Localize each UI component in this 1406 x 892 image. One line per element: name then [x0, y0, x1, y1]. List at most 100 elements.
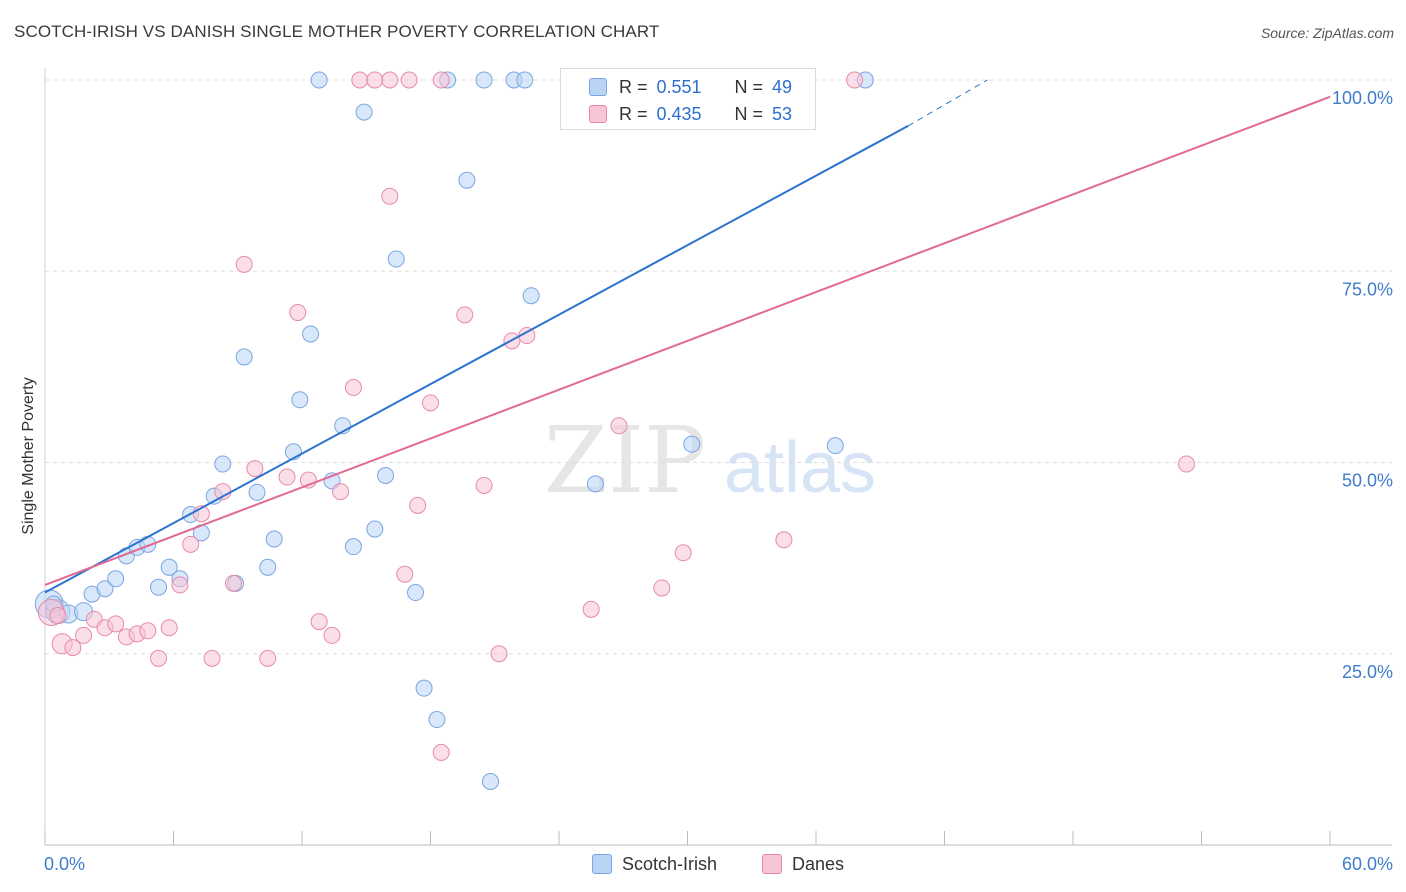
data-point	[235, 255, 253, 273]
y-tick-label: 75.0%	[1342, 279, 1393, 299]
data-point	[432, 743, 450, 761]
data-point	[381, 187, 399, 205]
source-credit: Source: ZipAtlas.com	[1260, 25, 1394, 41]
data-point	[332, 483, 350, 501]
trend-line	[44, 125, 909, 594]
data-point	[366, 520, 384, 538]
legend-item-scotch-irish[interactable]: Scotch-Irish	[592, 852, 717, 876]
legend-r-value: 0.551	[656, 76, 702, 97]
data-point	[381, 71, 399, 89]
legend-n-label: N =	[734, 103, 764, 124]
watermark-atlas: atlas	[724, 428, 876, 508]
y-tick-label: 25.0%	[1342, 662, 1393, 682]
data-point	[246, 460, 264, 478]
data-point	[278, 468, 296, 486]
trend-line-extension	[907, 79, 988, 127]
data-point	[1178, 455, 1196, 473]
data-point	[160, 558, 178, 576]
data-point	[366, 71, 384, 89]
legend-swatch-blue	[589, 78, 607, 96]
data-point	[846, 71, 864, 89]
data-point	[291, 391, 309, 409]
data-point	[683, 435, 701, 453]
data-point	[432, 71, 450, 89]
data-point	[355, 103, 373, 121]
data-point	[139, 622, 157, 640]
data-point	[481, 773, 499, 791]
data-point	[96, 580, 114, 598]
data-point	[107, 615, 125, 633]
data-point	[160, 619, 178, 637]
trend-line	[44, 95, 1331, 586]
data-point	[235, 348, 253, 366]
data-point	[49, 607, 67, 624]
data-points	[34, 71, 1196, 791]
data-point	[64, 639, 82, 657]
data-point	[422, 394, 439, 412]
data-point	[775, 531, 793, 549]
data-point	[259, 558, 277, 576]
series-danes	[37, 71, 1196, 761]
data-point	[203, 649, 221, 667]
data-point	[248, 483, 266, 501]
data-point	[516, 71, 534, 89]
data-point	[409, 496, 427, 514]
series-legend: Scotch-Irish Danes	[0, 852, 1406, 876]
data-point	[458, 171, 476, 189]
data-point	[610, 417, 628, 435]
data-point	[586, 475, 604, 493]
legend-swatch-pink	[762, 854, 782, 874]
data-point	[323, 626, 341, 644]
y-tick-label: 50.0%	[1342, 471, 1393, 491]
data-point	[107, 570, 125, 588]
data-point	[171, 576, 189, 594]
legend-swatch-blue	[592, 854, 612, 874]
tick-labels: 25.0% 50.0% 75.0% 100.0% 0.0% 60.0%	[44, 88, 1393, 874]
data-point	[522, 287, 540, 305]
data-point	[224, 574, 242, 592]
trend-lines	[44, 79, 1331, 594]
data-point	[407, 584, 425, 602]
legend-swatch-pink	[589, 105, 607, 123]
stats-legend: R = 0.551 N = 49 R = 0.435 N = 53	[560, 68, 816, 130]
data-point	[289, 304, 307, 322]
data-point	[302, 325, 320, 343]
data-point	[400, 71, 418, 89]
data-point	[674, 544, 692, 562]
data-point	[456, 306, 474, 324]
legend-r-label: R =	[619, 76, 648, 97]
data-point	[475, 71, 493, 89]
legend-row-scotch-irish: R = 0.551 N = 49	[561, 74, 792, 100]
chart-title: SCOTCH-IRISH VS DANISH SINGLE MOTHER POV…	[14, 22, 660, 41]
watermark: ZIP atlas	[544, 407, 876, 514]
data-point	[265, 530, 283, 548]
legend-label: Scotch-Irish	[622, 853, 718, 874]
data-point	[377, 467, 395, 485]
x-tick-label: 60.0%	[1342, 854, 1393, 874]
x-tick-label: 0.0%	[44, 854, 85, 874]
legend-n-label: N =	[734, 76, 764, 97]
legend-row-danes: R = 0.435 N = 53	[561, 101, 792, 127]
data-point	[653, 579, 671, 597]
legend-r-value: 0.435	[656, 103, 702, 124]
legend-n-value: 49	[772, 76, 793, 97]
data-point	[475, 476, 493, 494]
data-point	[582, 600, 600, 618]
data-point	[826, 437, 844, 455]
data-point	[387, 250, 405, 268]
data-point	[310, 71, 328, 89]
data-point	[150, 649, 168, 667]
data-point	[396, 565, 414, 583]
data-point	[75, 626, 93, 644]
data-point	[182, 535, 200, 553]
y-tick-label: 100.0%	[1332, 88, 1393, 108]
data-point	[214, 455, 232, 473]
data-point	[150, 578, 168, 596]
legend-item-danes[interactable]: Danes	[762, 852, 844, 876]
data-point	[428, 711, 446, 729]
data-point	[344, 379, 362, 397]
axes	[44, 68, 1392, 846]
legend-r-label: R =	[619, 103, 648, 124]
data-point	[415, 679, 433, 697]
